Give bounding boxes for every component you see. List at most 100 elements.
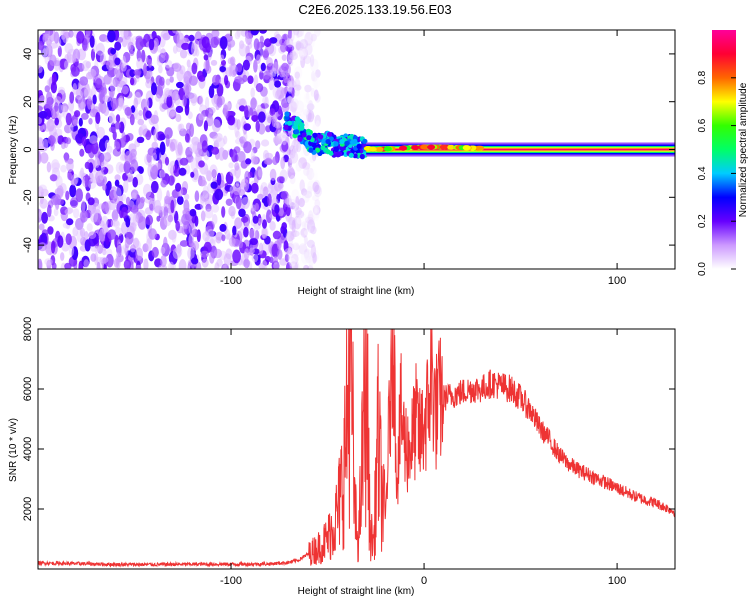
heatmap-cell xyxy=(303,93,309,104)
heatmap-cell xyxy=(152,152,157,161)
heatmap-cell xyxy=(194,215,199,227)
heatmap-cell xyxy=(298,243,308,255)
heatmap-cell xyxy=(124,237,130,249)
heatmap-cell xyxy=(304,190,313,199)
heatmap-cell xyxy=(255,140,261,150)
heatmap-cell xyxy=(298,47,308,57)
heatmap-cell xyxy=(132,213,139,227)
heatmap-cell xyxy=(229,186,234,194)
heatmap-cell xyxy=(263,71,271,80)
heatmap-cell xyxy=(107,229,117,241)
heatmap-cell xyxy=(71,246,79,261)
heatmap-cell xyxy=(123,259,132,269)
heatmap-cell xyxy=(78,117,83,127)
heatmap-cell xyxy=(110,48,117,55)
heatmap-cell xyxy=(294,66,303,80)
heatmap-cell xyxy=(94,245,100,253)
heatmap-cell xyxy=(221,59,226,66)
heatmap-cell xyxy=(186,59,191,68)
heatmap-cell xyxy=(211,204,220,213)
heatmap-cell xyxy=(197,141,203,153)
heatmap-cell xyxy=(41,211,48,224)
heatmap-cell xyxy=(271,114,277,128)
heatmap-cell xyxy=(114,141,120,150)
heatmap-cell xyxy=(108,114,117,125)
heatmap-cell xyxy=(339,138,345,145)
heatmap-cell xyxy=(115,114,121,123)
heatmap-cell xyxy=(259,70,264,80)
heatmap-cell xyxy=(285,44,295,53)
heatmap-cell xyxy=(155,94,161,102)
heatmap-cell xyxy=(281,131,288,139)
heatmap-cell xyxy=(90,253,97,262)
heatmap-cell xyxy=(257,193,264,200)
heatmap-cell xyxy=(297,136,303,142)
snr-xlabel: Height of straight line (km) xyxy=(298,586,415,597)
heatmap-cell xyxy=(287,77,294,88)
heatmap-cell xyxy=(280,190,289,200)
heatmap-cell xyxy=(79,148,85,157)
heatmap-cell xyxy=(298,197,305,208)
heatmap-cell xyxy=(107,199,117,211)
heatmap-cell xyxy=(64,60,69,70)
heatmap-cell xyxy=(49,174,58,182)
heatmap-cell xyxy=(269,256,274,264)
heatmap-cell xyxy=(241,216,249,223)
heatmap-cell xyxy=(240,178,250,193)
x-tick-label: -100 xyxy=(220,575,242,587)
heatmap-cell xyxy=(447,144,456,150)
heatmap-cell xyxy=(420,144,429,150)
heatmap-cell xyxy=(140,196,145,204)
heatmap-cell xyxy=(114,121,121,130)
heatmap-cell xyxy=(172,247,182,260)
heatmap-cell xyxy=(290,50,297,57)
heatmap-cell xyxy=(251,115,259,122)
heatmap-cell xyxy=(243,123,251,131)
heatmap-cell xyxy=(304,216,314,224)
heatmap-cell xyxy=(283,124,289,131)
heatmap-cell xyxy=(121,206,128,219)
heatmap-cell xyxy=(249,238,258,246)
heatmap-cell xyxy=(102,264,107,269)
heatmap-cell xyxy=(38,150,42,164)
heatmap-cell xyxy=(261,260,268,269)
heatmap-cell xyxy=(285,96,294,104)
heatmap-cell xyxy=(145,71,151,84)
heatmap-cell xyxy=(294,129,300,135)
heatmap-cell xyxy=(312,73,318,82)
heatmap-cell xyxy=(281,54,287,61)
heatmap-cell xyxy=(95,112,101,124)
heatmap-cell xyxy=(150,114,159,125)
heatmap-cell xyxy=(234,31,241,40)
heatmap-cell xyxy=(149,203,154,211)
heatmap-cell xyxy=(42,33,49,41)
heatmap-cell xyxy=(178,167,187,176)
heatmap-cell xyxy=(284,253,290,263)
heatmap-cell xyxy=(121,131,126,145)
heatmap-cell xyxy=(97,244,103,254)
heatmap-cell xyxy=(219,223,227,232)
heatmap-cell xyxy=(201,140,208,153)
snr-panel: -100 0 100 2000 4000 6000 8000 Height of strai… xyxy=(8,317,676,597)
heatmap-cell xyxy=(181,213,190,226)
heatmap-cell xyxy=(69,197,79,209)
heatmap-cell xyxy=(114,227,123,237)
heatmap-cell xyxy=(81,136,87,147)
heatmap-cell xyxy=(203,150,210,161)
heatmap-cell xyxy=(295,42,304,51)
heatmap-cell xyxy=(254,202,259,211)
heatmap-cell xyxy=(154,35,162,44)
heatmap-cell xyxy=(315,120,321,132)
heatmap-cell xyxy=(38,186,44,198)
heatmap-cell xyxy=(297,50,305,61)
heatmap-cell xyxy=(189,143,198,153)
heatmap-cell xyxy=(299,122,305,128)
heatmap-cell xyxy=(257,111,266,123)
heatmap-cell xyxy=(227,115,236,126)
heatmap-cell xyxy=(65,233,72,245)
heatmap-panel: -100 100 -40 -20 0 20 40 Height of straight li… xyxy=(8,29,676,297)
heatmap-cell xyxy=(261,139,270,147)
heatmap-cell xyxy=(287,54,293,64)
heatmap-cell xyxy=(286,120,293,126)
